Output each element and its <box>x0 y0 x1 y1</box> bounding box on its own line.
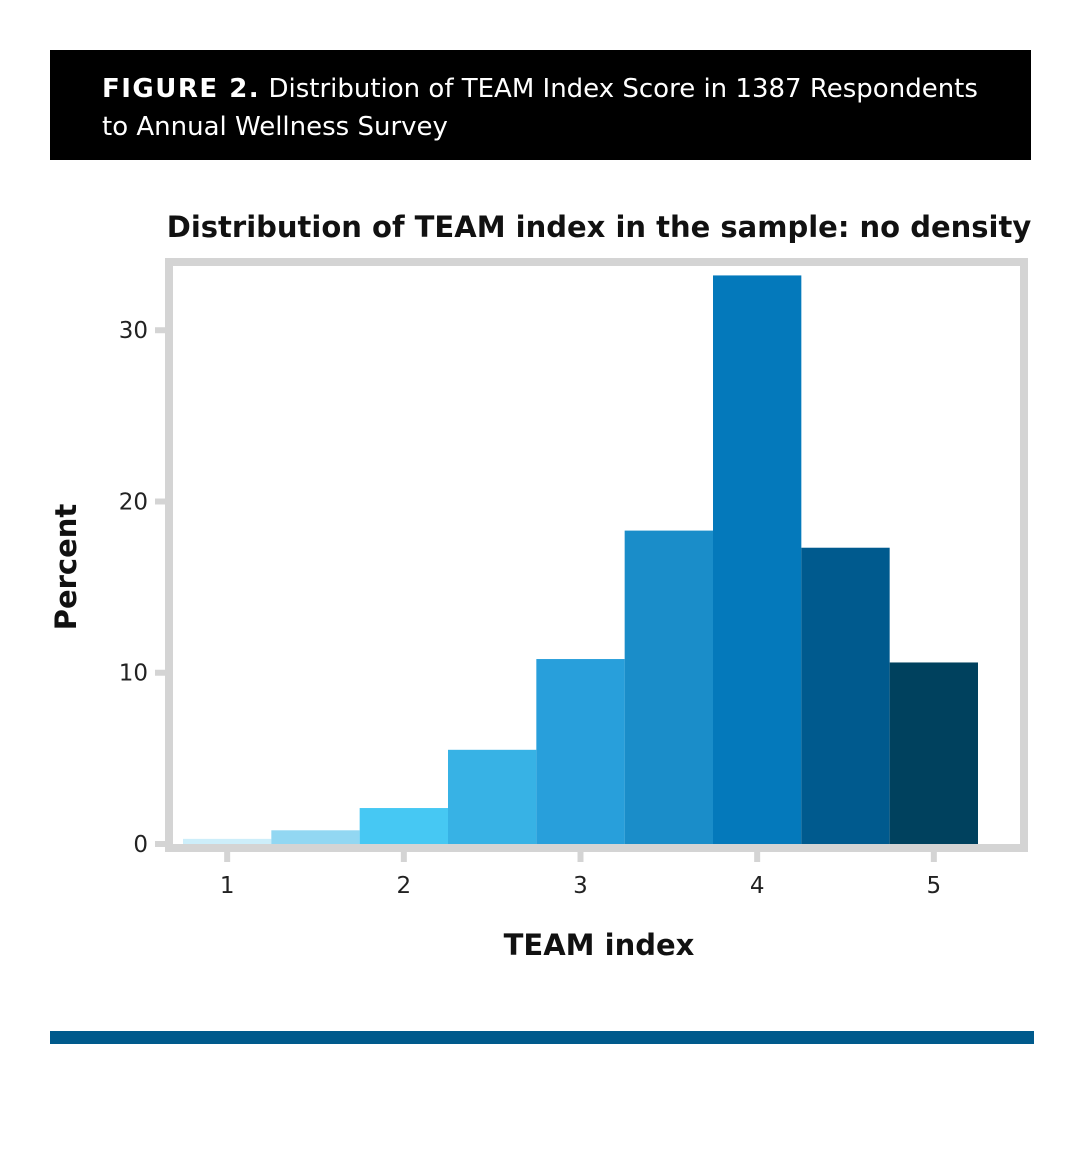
bars-group <box>183 275 978 844</box>
chart-title: Distribution of TEAM index in the sample… <box>167 210 1032 244</box>
plot-frame <box>165 258 1028 852</box>
histogram-bar-4 <box>448 749 537 844</box>
histogram-bar-3 <box>359 808 448 844</box>
x-tick-label: 5 <box>927 873 942 899</box>
y-axis-title: Percent <box>49 504 83 631</box>
histogram-bar-9 <box>889 662 978 844</box>
x-tick-label: 4 <box>750 873 765 899</box>
histogram-bar-7 <box>713 275 802 844</box>
y-tick-label: 0 <box>133 832 148 858</box>
histogram-bar-2 <box>271 830 360 844</box>
x-tick-label: 3 <box>573 873 588 899</box>
histogram-bar-1 <box>183 838 272 844</box>
figure-label: FIGURE 2. <box>102 74 261 104</box>
histogram-bar-5 <box>536 659 625 844</box>
figure-caption-line-1: FIGURE 2. Distribution of TEAM Index Sco… <box>102 70 1001 108</box>
figure-caption-text: Distribution of TEAM Index Score in 1387… <box>268 74 978 104</box>
y-tick-label: 20 <box>119 489 148 515</box>
y-tick-label: 10 <box>119 661 148 687</box>
histogram-bar-6 <box>624 530 713 844</box>
x-axis-title: TEAM index <box>504 928 695 962</box>
figure-caption-box: FIGURE 2. Distribution of TEAM Index Sco… <box>50 50 1031 160</box>
y-tick-label: 30 <box>119 318 148 344</box>
bottom-rule <box>50 1031 1034 1044</box>
y-axis: 0 10 20 30 <box>119 318 169 858</box>
x-tick-label: 1 <box>220 873 235 899</box>
x-tick-label: 2 <box>397 873 412 899</box>
histogram-bar-8 <box>801 547 890 844</box>
figure-caption-line-2: to Annual Wellness Survey <box>102 112 448 142</box>
x-axis: 1 2 3 4 5 <box>220 848 941 899</box>
